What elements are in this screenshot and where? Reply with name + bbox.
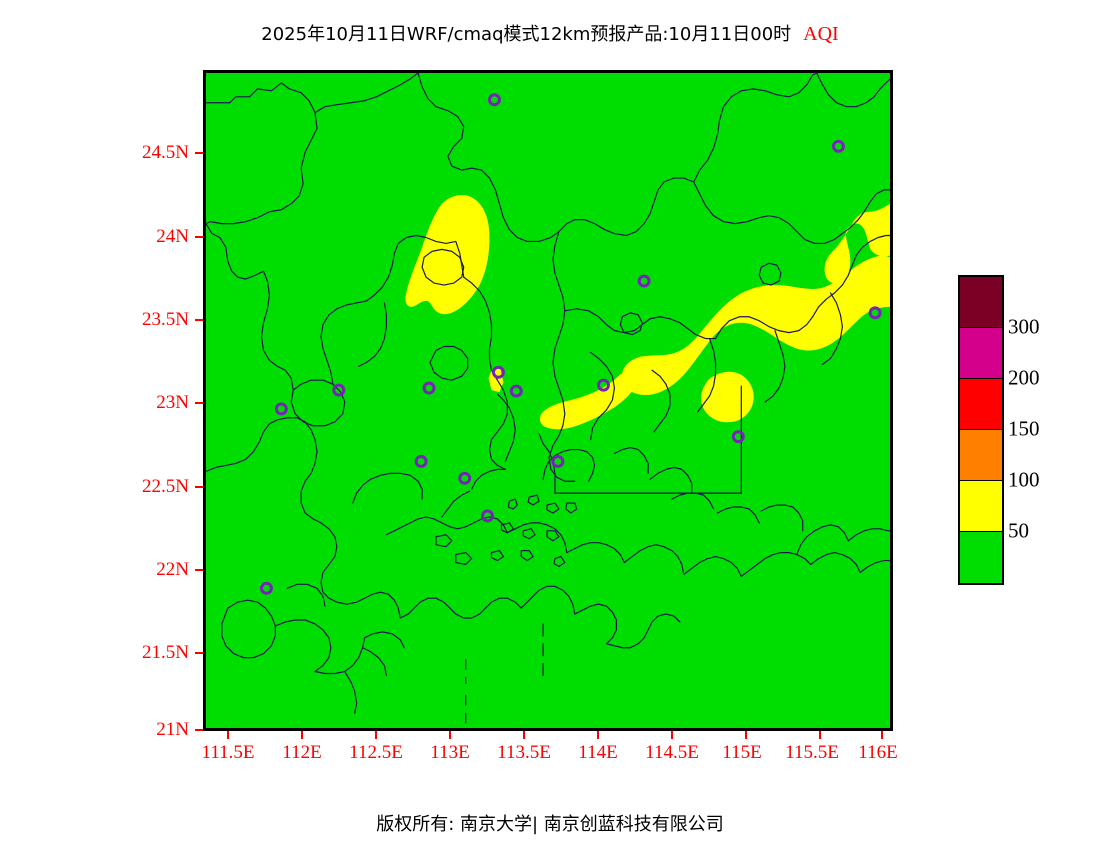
x-tick xyxy=(449,731,451,739)
x-tick xyxy=(375,731,377,739)
y-tick-label: 23N xyxy=(156,392,189,413)
x-tick-label: 113E xyxy=(430,742,470,763)
station-marker[interactable] xyxy=(832,139,845,153)
yellow-patch-central xyxy=(405,194,490,315)
colorbar-band-unhealthy-sensitive[interactable] xyxy=(960,430,1002,481)
x-tick xyxy=(881,731,883,739)
aqi-band-good-fill xyxy=(206,73,890,728)
station-markers-group[interactable] xyxy=(260,93,882,595)
station-marker[interactable] xyxy=(731,430,745,444)
colorbar-label-300: 300 xyxy=(1008,314,1040,339)
page-title-main: 2025年10月11日WRF/cmaq模式12km预报产品:10月11日00时 xyxy=(261,24,792,45)
station-marker[interactable] xyxy=(488,93,501,107)
y-tick-label: 21N xyxy=(156,719,189,740)
x-tick-label: 113.5E xyxy=(497,742,551,763)
station-marker[interactable] xyxy=(422,381,436,395)
yellow-patch-northeast-band xyxy=(621,255,890,396)
station-marker[interactable] xyxy=(274,402,288,416)
yellow-patch-sliver-center xyxy=(488,368,504,393)
station-marker[interactable] xyxy=(414,455,428,468)
x-tick xyxy=(745,731,747,739)
page-title-variable: AQI xyxy=(803,23,839,45)
map-canvas xyxy=(206,73,890,728)
x-tick xyxy=(597,731,599,739)
y-tick xyxy=(195,569,203,571)
x-tick xyxy=(523,731,525,739)
x-tick-label: 115E xyxy=(722,742,762,763)
y-tick-label: 24N xyxy=(156,226,189,247)
x-tick-label: 115.5E xyxy=(785,742,839,763)
colorbar-band-moderate[interactable] xyxy=(960,481,1002,532)
station-marker[interactable] xyxy=(868,306,882,320)
y-tick xyxy=(195,402,203,404)
x-tick-label: 111.5E xyxy=(201,742,255,763)
y-tick xyxy=(195,236,203,238)
station-marker[interactable] xyxy=(551,455,565,468)
station-marker[interactable] xyxy=(332,383,346,397)
x-tick xyxy=(301,731,303,739)
x-tick xyxy=(227,731,229,739)
x-tick-label: 112.5E xyxy=(349,742,403,763)
colorbar-band-good[interactable] xyxy=(960,532,1002,583)
y-tick xyxy=(195,652,203,654)
y-tick-label: 23.5N xyxy=(142,309,189,330)
y-tick-label: 24.5N xyxy=(142,142,189,163)
x-tick-label: 114.5E xyxy=(645,742,699,763)
x-tick-label: 112E xyxy=(282,742,322,763)
station-marker[interactable] xyxy=(597,378,610,392)
administrative-boundaries xyxy=(206,73,890,728)
station-marker[interactable] xyxy=(458,471,472,485)
y-tick xyxy=(195,152,203,154)
x-tick-label: 116E xyxy=(858,742,898,763)
y-tick xyxy=(195,319,203,321)
colorbar-band-very-unhealthy[interactable] xyxy=(960,328,1002,379)
station-marker[interactable] xyxy=(260,581,273,595)
page-title: 2025年10月11日WRF/cmaq模式12km预报产品:10月11日00时 A… xyxy=(0,20,1100,46)
station-marker[interactable] xyxy=(491,365,505,379)
y-tick-label: 21.5N xyxy=(142,642,189,663)
station-marker[interactable] xyxy=(509,384,523,398)
x-tick-label: 114E xyxy=(578,742,618,763)
y-tick xyxy=(195,729,203,731)
colorbar-band-unhealthy[interactable] xyxy=(960,379,1002,430)
colorbar-band-hazardous[interactable] xyxy=(960,277,1002,328)
map-plot-area[interactable] xyxy=(203,70,893,731)
x-tick xyxy=(819,731,821,739)
copyright-footer: 版权所有: 南京大学| 南京创蓝科技有限公司 xyxy=(376,814,724,835)
station-marker[interactable] xyxy=(637,274,651,288)
colorbar-label-200: 200 xyxy=(1008,365,1040,390)
y-tick-label: 22N xyxy=(156,559,189,580)
colorbar-label-150: 150 xyxy=(1008,416,1040,441)
colorbar-label-50: 50 xyxy=(1008,518,1029,543)
station-marker[interactable] xyxy=(481,509,494,523)
x-tick xyxy=(671,731,673,739)
y-tick-label: 22.5N xyxy=(142,476,189,497)
colorbar-label-100: 100 xyxy=(1008,467,1040,492)
y-tick xyxy=(195,486,203,488)
yellow-patch-northeast-upper xyxy=(824,203,890,284)
aqi-colorbar[interactable] xyxy=(958,275,1004,585)
